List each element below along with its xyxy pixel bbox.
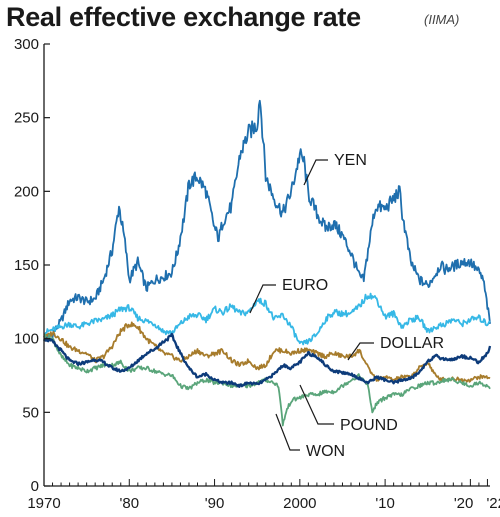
- label-leader-won: [275, 413, 300, 451]
- x-tick-label: 1970: [27, 495, 60, 512]
- label-leader-dollar: [347, 342, 374, 361]
- series-line-pound: [43, 321, 491, 383]
- y-tick-label: 100: [14, 331, 39, 348]
- x-tick-label: '10: [375, 495, 395, 512]
- x-tick-label: '20: [454, 495, 474, 512]
- series-label-pound: POUND: [340, 417, 398, 434]
- series-line-euro: [43, 292, 491, 346]
- series-label-yen: YEN: [334, 152, 367, 169]
- series-line-won: [43, 333, 491, 427]
- series-line-yen: [43, 99, 491, 342]
- label-leader-pound: [299, 384, 334, 425]
- series-label-won: WON: [306, 443, 345, 460]
- chart-title: Real effective exchange rate: [6, 2, 361, 32]
- x-tick-label: '90: [205, 495, 225, 512]
- y-tick-label: 50: [22, 404, 39, 421]
- y-tick-label: 200: [14, 183, 39, 200]
- label-leader-yen: [303, 159, 328, 186]
- y-tick-label: 150: [14, 257, 39, 274]
- series-line-dollar: [43, 332, 492, 388]
- y-tick-label: 0: [31, 478, 39, 495]
- x-tick-label: '22: [486, 495, 500, 512]
- y-tick-label: 300: [14, 36, 39, 53]
- axes-layer: 0 50 100 150 200 250 300 1970 '80 '90 2000 '10 '20 '2…: [14, 36, 500, 512]
- series-label-euro: EURO: [282, 277, 328, 294]
- y-tick-label: 250: [14, 110, 39, 127]
- series-label-layer: YEN EURO DOLLAR POUND WON: [249, 152, 444, 460]
- chart-source-note: (IIMA): [424, 12, 460, 27]
- series-label-dollar: DOLLAR: [380, 335, 444, 352]
- label-leader-euro: [249, 284, 276, 314]
- series-layer: [43, 99, 492, 427]
- x-tick-label: '80: [119, 495, 139, 512]
- x-tick-label: 2000: [283, 495, 316, 512]
